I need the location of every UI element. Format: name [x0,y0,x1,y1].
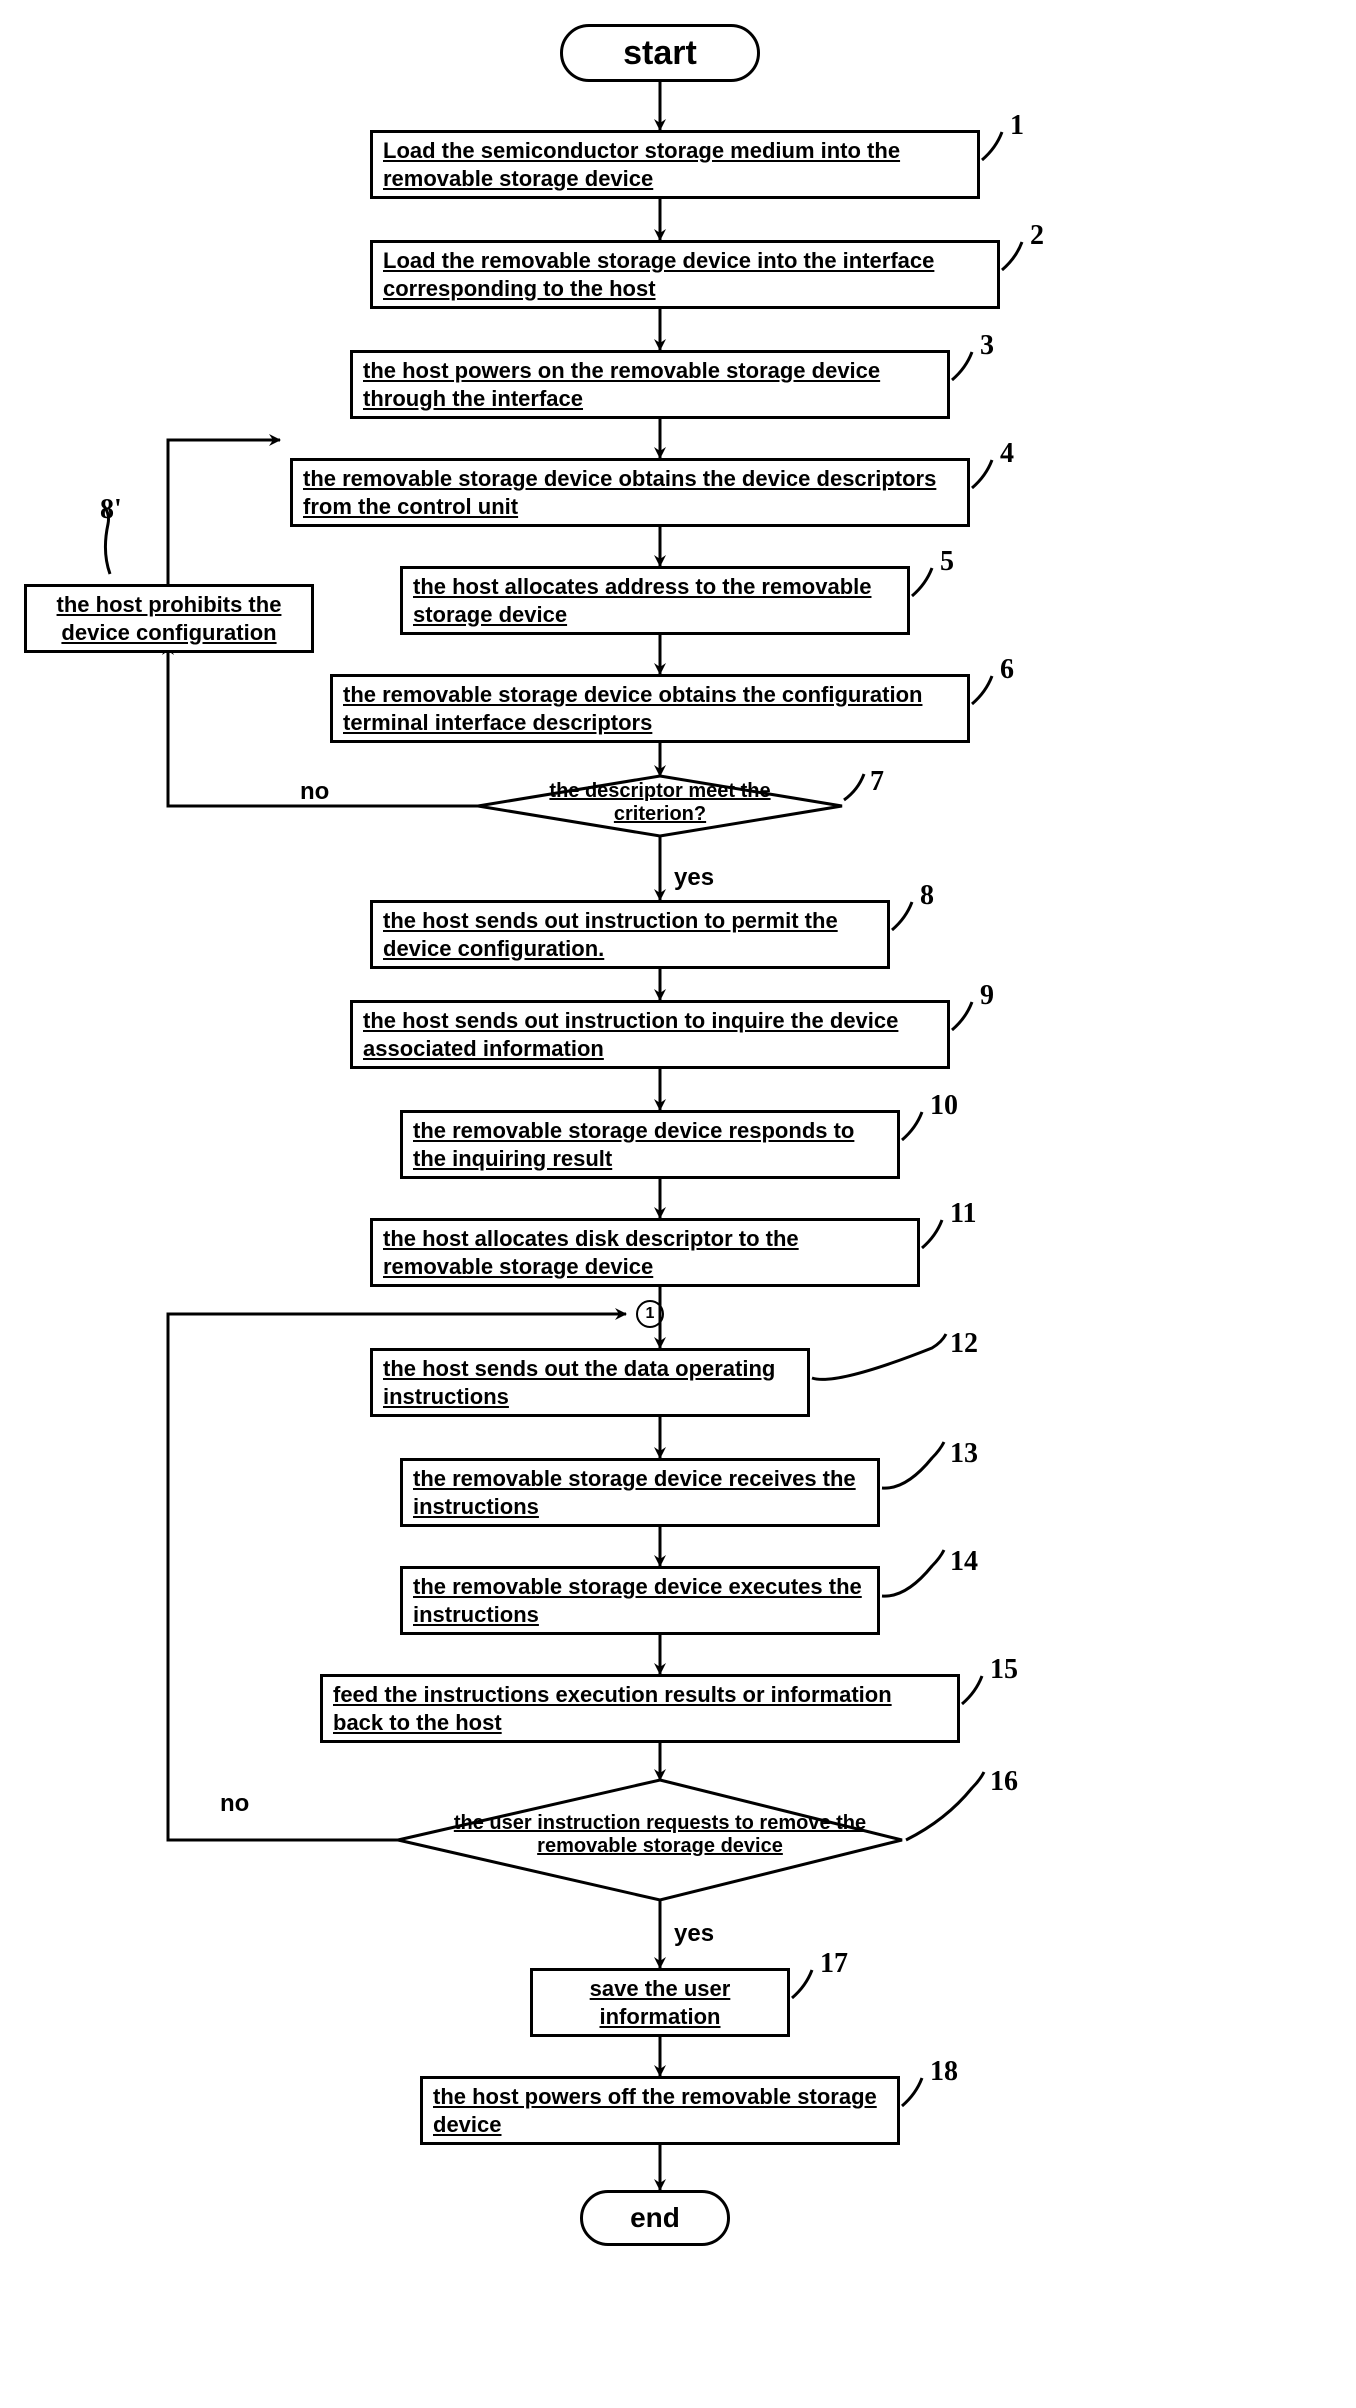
edge-label-d16-no: no [220,1790,249,1818]
ref-label-8p: 8' [100,494,122,526]
edge-label-d7-yes: yes [674,864,714,892]
process-2: Load the removable storage device into t… [370,240,1000,309]
ref-label-3: 3 [980,330,994,362]
process-9-text: the host sends out instruction to inquir… [363,1008,898,1061]
decision-7-text: the descriptor meet the criterion? [510,780,810,826]
edge-label-d7-no: no [300,778,329,806]
ref-label-5: 5 [940,546,954,578]
ref-label-17: 17 [820,1948,848,1980]
ref-label-8: 8 [920,880,934,912]
process-13: the removable storage device receives th… [400,1458,880,1527]
ref-label-11: 11 [950,1198,976,1230]
ref-label-7: 7 [870,766,884,798]
process-1-text: Load the semiconductor storage medium in… [383,138,900,191]
process-10: the removable storage device responds to… [400,1110,900,1179]
process-15-text: feed the instructions execution results … [333,1682,892,1735]
ref-label-4: 4 [1000,438,1014,470]
process-6: the removable storage device obtains the… [330,674,970,743]
ref-label-1: 1 [1010,110,1024,142]
ref-label-2: 2 [1030,220,1044,252]
process-18-text: the host powers off the removable storag… [433,2084,877,2137]
ref-label-10: 10 [930,1090,958,1122]
process-8p-text: the host prohibits the device configurat… [57,592,282,645]
process-8-prime: the host prohibits the device configurat… [24,584,314,653]
edge-label-d16-yes: yes [674,1920,714,1948]
end-terminator: end [580,2190,730,2246]
ref-label-9: 9 [980,980,994,1012]
ref-label-14: 14 [950,1546,978,1578]
process-4-text: the removable storage device obtains the… [303,466,936,519]
process-11: the host allocates disk descriptor to th… [370,1218,920,1287]
process-13-text: the removable storage device receives th… [413,1466,856,1519]
process-6-text: the removable storage device obtains the… [343,682,922,735]
process-5: the host allocates address to the remova… [400,566,910,635]
process-17-text: save the user information [590,1976,731,2029]
decision-16-text: the user instruction requests to remove … [440,1812,880,1858]
process-18: the host powers off the removable storag… [420,2076,900,2145]
connector-circle-1: 1 [636,1300,664,1328]
end-label: end [630,2202,680,2234]
ref-label-13: 13 [950,1438,978,1470]
ref-label-16: 16 [990,1766,1018,1798]
process-10-text: the removable storage device responds to… [413,1118,854,1171]
process-1: Load the semiconductor storage medium in… [370,130,980,199]
process-15: feed the instructions execution results … [320,1674,960,1743]
process-2-text: Load the removable storage device into t… [383,248,934,301]
process-12: the host sends out the data operating in… [370,1348,810,1417]
process-3: the host powers on the removable storage… [350,350,950,419]
process-3-text: the host powers on the removable storage… [363,358,880,411]
ref-label-15: 15 [990,1654,1018,1686]
process-5-text: the host allocates address to the remova… [413,574,871,627]
process-4: the removable storage device obtains the… [290,458,970,527]
ref-label-18: 18 [930,2056,958,2088]
process-14-text: the removable storage device executes th… [413,1574,862,1627]
flowchart-canvas: start end Load the semiconductor storage… [0,0,1356,2408]
process-11-text: the host allocates disk descriptor to th… [383,1226,799,1279]
process-8: the host sends out instruction to permit… [370,900,890,969]
start-label: start [623,34,697,73]
ref-label-12: 12 [950,1328,978,1360]
ref-label-6: 6 [1000,654,1014,686]
start-terminator: start [560,24,760,82]
process-14: the removable storage device executes th… [400,1566,880,1635]
process-17: save the user information [530,1968,790,2037]
process-9: the host sends out instruction to inquir… [350,1000,950,1069]
process-12-text: the host sends out the data operating in… [383,1356,775,1409]
process-8-text: the host sends out instruction to permit… [383,908,838,961]
